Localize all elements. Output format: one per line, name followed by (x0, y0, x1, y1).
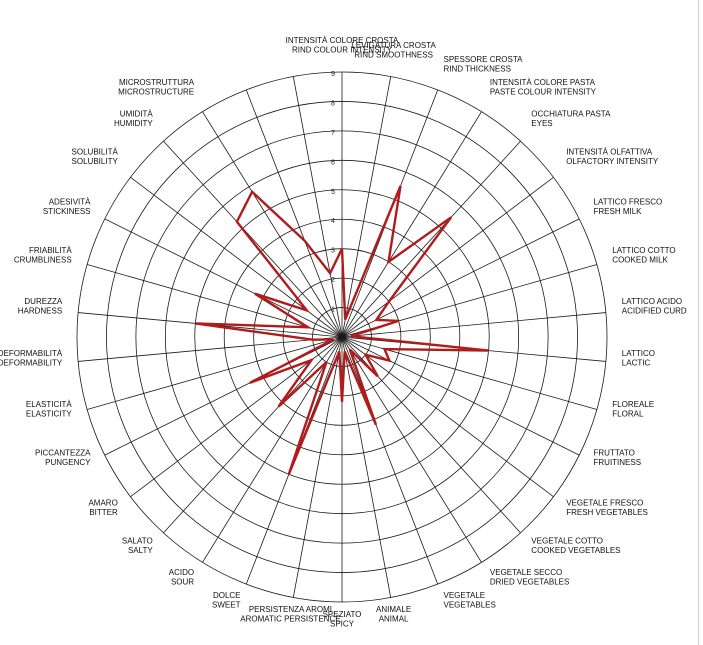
axis-label-12: VEGETALE FRESCO FRESH VEGETABLES (566, 498, 648, 517)
axis-label-23: PICCANTEZZA PUNGENCY (35, 448, 91, 467)
tick-label: 3 (331, 248, 335, 255)
tick-label: 5 (331, 189, 335, 196)
tick-label: 6 (331, 159, 335, 166)
spoke-4 (341, 140, 521, 338)
axis-label-9: LATTICO LACTIC (622, 349, 655, 368)
axis-label-19: DOLCE SWEET (212, 591, 241, 610)
spoke-28 (104, 218, 343, 338)
grid-spokes (78, 72, 606, 602)
spoke-18 (292, 336, 343, 598)
axis-label-13: VEGETALE COTTO COOKED VEGETABLES (531, 537, 620, 556)
series-group (195, 185, 489, 475)
axis-label-21: SALATO SALTY (122, 537, 153, 556)
tick-label: 8 (331, 100, 335, 107)
tick-label: 2 (331, 277, 335, 284)
axis-label-4: OCCHIATURA PASTA EYES (531, 109, 611, 128)
axis-label-1: LEVIGATURA CROSTA RIND SMOOTHNESS (351, 41, 436, 60)
axis-label-25: DEFORMABILITÀ DEFORMABILITY (0, 349, 63, 368)
tick-label: 7 (331, 130, 335, 137)
spoke-15 (341, 336, 439, 585)
axis-label-10: FLOREALE FLORAL (612, 400, 654, 419)
axis-label-26: DUREZZA HARDNESS (18, 297, 63, 316)
spoke-25 (78, 336, 343, 362)
spoke-1 (341, 76, 392, 338)
axis-label-18: PERSISTENZA AROMI AROMATIC PERSISTENCE (240, 605, 340, 624)
axis-label-2: SPESSORE CROSTA RIND THICKNESS (444, 55, 524, 74)
spoke-20 (202, 336, 343, 563)
axis-label-8: LATTICO ACIDO ACIDIFIED CURD (622, 297, 687, 316)
spoke-6 (341, 218, 580, 338)
spoke-21 (163, 336, 343, 534)
tick-label: 9 (331, 71, 335, 78)
spoke-14 (341, 336, 482, 563)
spoke-8 (341, 312, 606, 338)
axis-label-14: VEGETALE SECCO DRIED VEGETABLES (490, 568, 569, 587)
tick-label: 1 (331, 307, 335, 314)
axis-label-30: UMIDITÀ HUMIDITY (114, 109, 153, 128)
axis-label-31: MICROSTRUTTURA MICROSTRUCTURE (118, 78, 195, 97)
spoke-33 (292, 76, 343, 338)
axis-label-20: ACIDO SOUR (169, 568, 195, 587)
axis-label-11: FRUTTATO FRUITINESS (594, 448, 642, 467)
axis-label-3: INTENSITÀ COLORE PASTA PASTE COLOUR INTEN… (490, 78, 597, 97)
axis-label-5: INTENSITÀ OLFATTIVA OLFACTORY INTENSITY (566, 148, 659, 167)
spoke-16 (341, 336, 392, 598)
axis-label-27: FRIABILITÀ CRUMBLINESS (14, 246, 72, 265)
spoke-5 (341, 176, 554, 338)
spoke-29 (130, 176, 343, 338)
axis-label-24: ELASTICITÀ ELASTICITY (26, 400, 72, 419)
axis-label-28: ADESIVITÀ STICKINESS (43, 198, 91, 217)
spoke-31 (202, 111, 343, 338)
axis-label-0: INTENSITÀ COLORE CROSTA RIND COLOUR INTEN… (286, 36, 399, 55)
spoke-24 (87, 336, 343, 410)
axis-label-22: AMARO BITTER (88, 498, 118, 517)
axis-label-29: SOLUBILITÀ SOLUBILITY (72, 148, 119, 167)
spoke-11 (341, 336, 580, 456)
axis-label-6: LATTICO FRESCO FRESH MILK (594, 198, 663, 217)
axis-label-17: SPEZIATO SPICY (323, 610, 362, 629)
spoke-3 (341, 111, 482, 338)
axis-label-15: VEGETALE VEGETABLES (444, 591, 496, 610)
axis-label-7: LATTICO COTTO COOKED MILK (612, 246, 675, 265)
tick-labels: 1 2 3 4 5 6 7 8 9 (331, 71, 335, 314)
tick-label: 4 (331, 218, 335, 225)
spoke-30 (163, 140, 343, 338)
spoke-12 (341, 336, 554, 498)
spoke-32 (245, 89, 343, 338)
axis-label-16: ANIMALE ANIMAL (376, 605, 411, 624)
axis-labels: INTENSITÀ COLORE CROSTA RIND COLOUR INTEN… (0, 36, 687, 629)
page-edge-divider (698, 0, 699, 645)
spoke-22 (130, 336, 343, 498)
spoke-27 (87, 264, 343, 338)
